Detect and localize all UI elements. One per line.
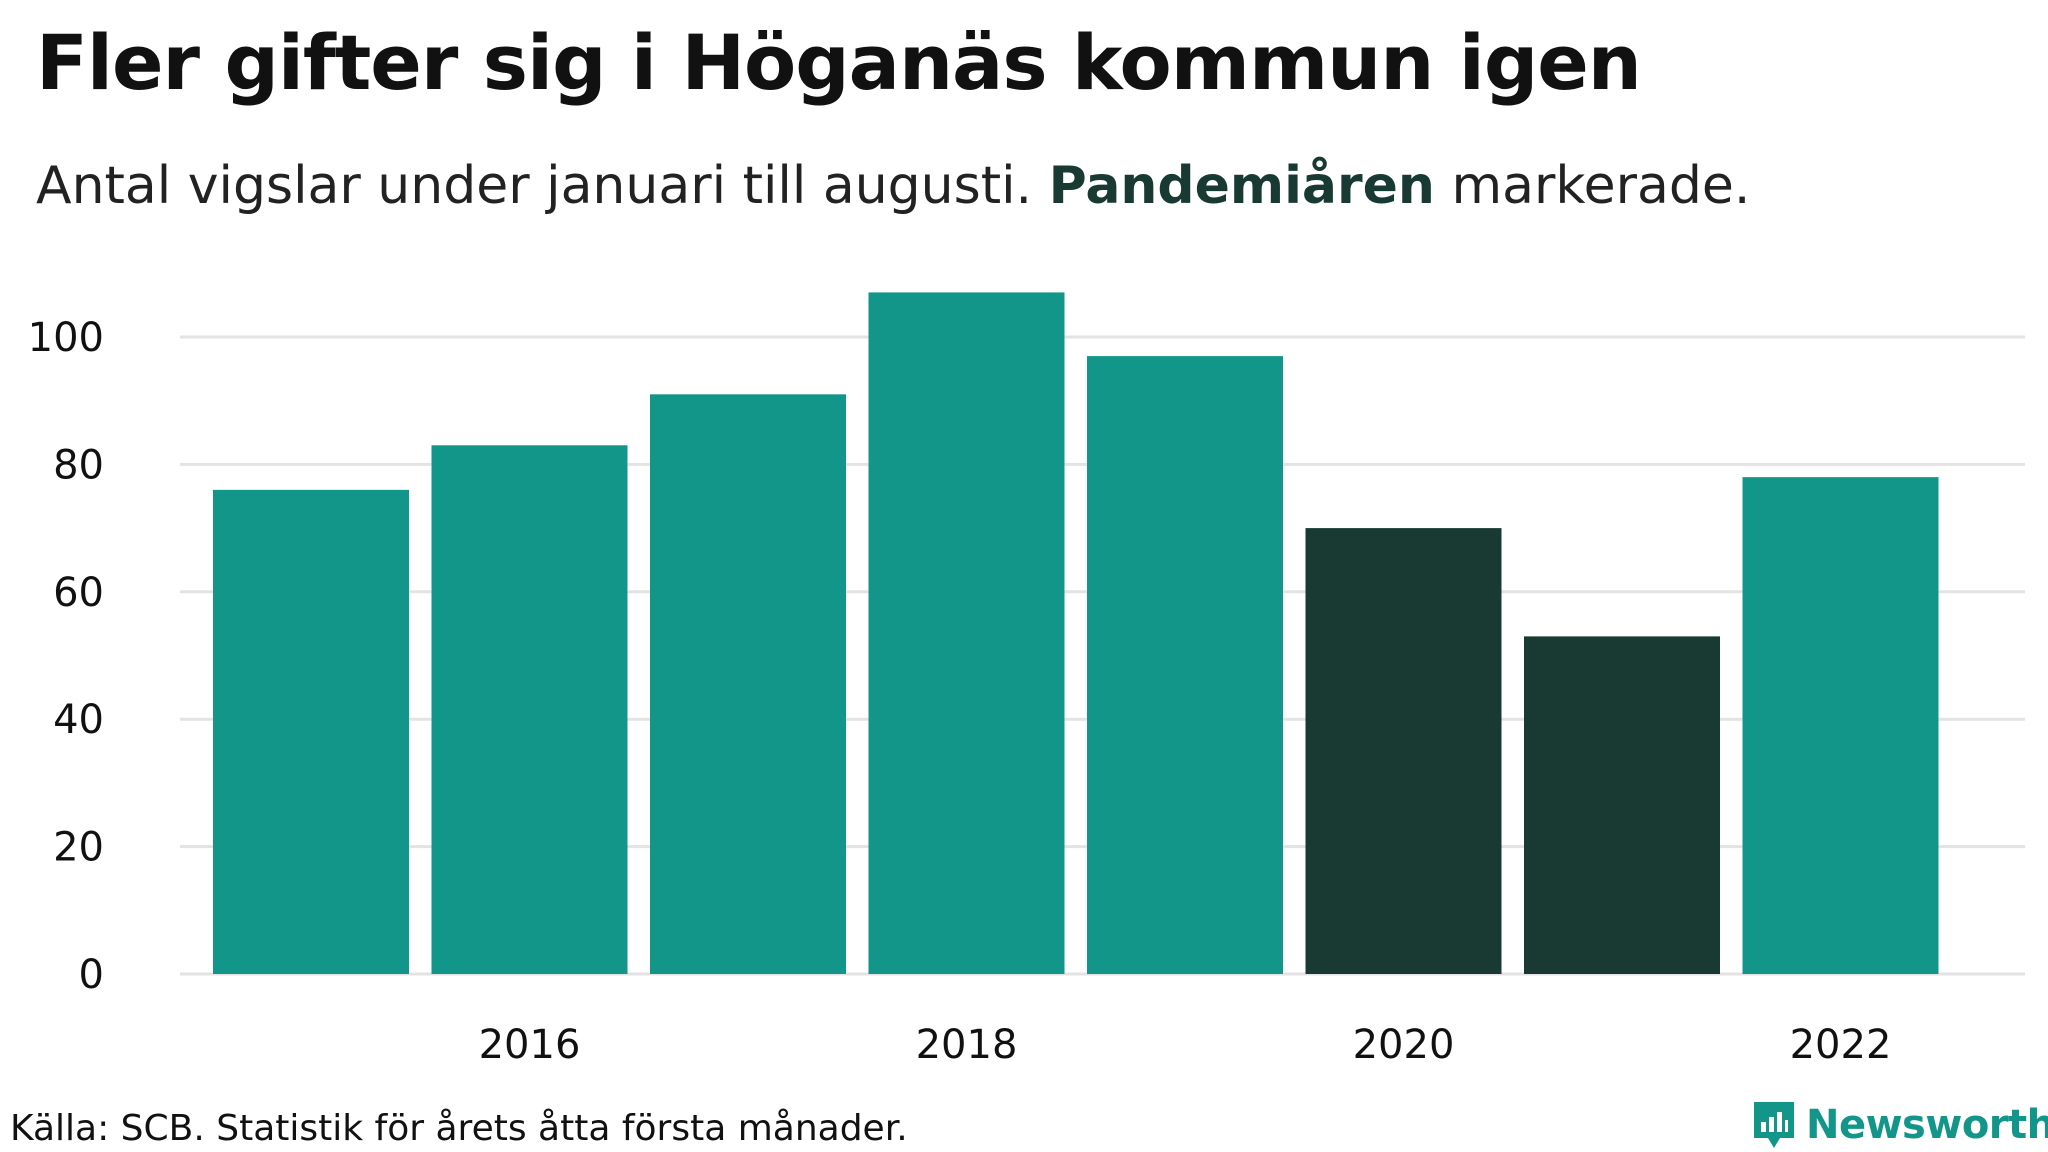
bar-2015 xyxy=(213,489,409,974)
subtitle-highlight: Pandemiåren xyxy=(1048,156,1435,216)
y-tick-label: 20 xyxy=(53,825,104,871)
y-tick-label: 100 xyxy=(28,315,104,361)
brand-logo: Newsworthy xyxy=(1750,1098,2048,1152)
bar-2017 xyxy=(650,394,846,975)
x-tick-label: 2022 xyxy=(1790,1022,1892,1068)
bar-2020 xyxy=(1305,528,1502,974)
newsworthy-logo-icon xyxy=(1754,1102,1794,1148)
y-tick-label: 0 xyxy=(79,952,104,998)
subtitle-text-end: markerade. xyxy=(1434,156,1751,216)
y-tick-label: 60 xyxy=(53,570,104,616)
x-axis-ticks: 2016 2018 2020 2022 xyxy=(479,1022,1892,1068)
bar-2016 xyxy=(431,445,628,974)
source-note: Källa: SCB. Statistik för årets åtta för… xyxy=(10,1108,908,1149)
bar-2022 xyxy=(1742,477,1939,974)
bar-2018 xyxy=(868,292,1065,974)
bars xyxy=(213,292,1939,975)
subtitle-text: Antal vigslar under januari till augusti… xyxy=(36,156,1049,216)
y-axis-ticks: 0 20 40 60 80 100 xyxy=(28,315,104,998)
y-tick-label: 40 xyxy=(53,697,104,743)
x-tick-label: 2018 xyxy=(916,1022,1018,1068)
chart-title: Fler gifter sig i Höganäs kommun igen xyxy=(36,18,1642,107)
brand-name: Newsworthy xyxy=(1806,1102,2048,1148)
bar-2021 xyxy=(1524,636,1720,974)
chart-subtitle: Antal vigslar under januari till augusti… xyxy=(36,156,1750,216)
y-tick-label: 80 xyxy=(53,442,104,488)
x-tick-label: 2020 xyxy=(1353,1022,1455,1068)
bar-2019 xyxy=(1087,356,1283,974)
x-tick-label: 2016 xyxy=(479,1022,581,1068)
